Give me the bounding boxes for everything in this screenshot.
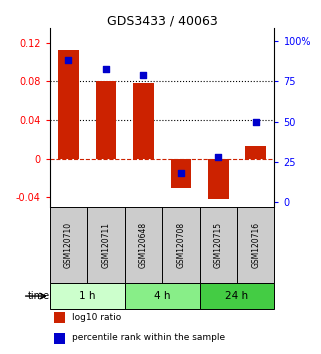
- Bar: [54, 333, 65, 344]
- Text: GSM120710: GSM120710: [64, 222, 73, 268]
- Point: [103, 66, 108, 72]
- Text: time: time: [28, 291, 50, 301]
- Text: log10 ratio: log10 ratio: [72, 313, 121, 322]
- Text: GSM120648: GSM120648: [139, 222, 148, 268]
- Bar: [54, 312, 65, 323]
- Bar: [50, 282, 125, 309]
- Point: [178, 170, 183, 176]
- Text: 4 h: 4 h: [154, 291, 170, 301]
- Bar: [96, 81, 116, 159]
- Text: GSM120711: GSM120711: [101, 222, 110, 268]
- Text: 24 h: 24 h: [225, 291, 248, 301]
- Bar: [58, 50, 79, 159]
- Text: 1 h: 1 h: [79, 291, 95, 301]
- Text: GSM120708: GSM120708: [176, 222, 185, 268]
- Bar: [125, 282, 200, 309]
- Title: GDS3433 / 40063: GDS3433 / 40063: [107, 14, 218, 27]
- Bar: [170, 159, 191, 188]
- Point: [141, 72, 146, 78]
- Bar: [200, 282, 274, 309]
- Bar: [246, 146, 266, 159]
- Text: GSM120715: GSM120715: [214, 222, 223, 268]
- Point: [253, 119, 258, 124]
- Bar: [208, 159, 229, 199]
- Bar: [133, 83, 154, 159]
- Point: [66, 58, 71, 63]
- Point: [216, 154, 221, 160]
- Text: percentile rank within the sample: percentile rank within the sample: [72, 333, 225, 342]
- Text: GSM120716: GSM120716: [251, 222, 260, 268]
